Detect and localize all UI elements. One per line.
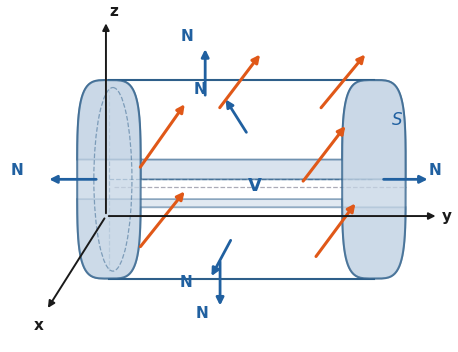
Text: x: x	[33, 318, 44, 333]
Polygon shape	[77, 199, 406, 278]
Text: N: N	[194, 82, 207, 96]
Polygon shape	[77, 80, 141, 278]
Text: z: z	[109, 4, 118, 19]
Text: S: S	[392, 111, 402, 129]
Text: N: N	[196, 306, 208, 321]
Text: N: N	[10, 163, 23, 178]
Text: N: N	[180, 275, 193, 290]
Text: V: V	[248, 177, 262, 195]
Polygon shape	[77, 80, 406, 179]
Text: N: N	[181, 29, 194, 44]
Text: N: N	[429, 163, 442, 178]
Polygon shape	[342, 80, 406, 278]
Text: y: y	[442, 208, 452, 224]
